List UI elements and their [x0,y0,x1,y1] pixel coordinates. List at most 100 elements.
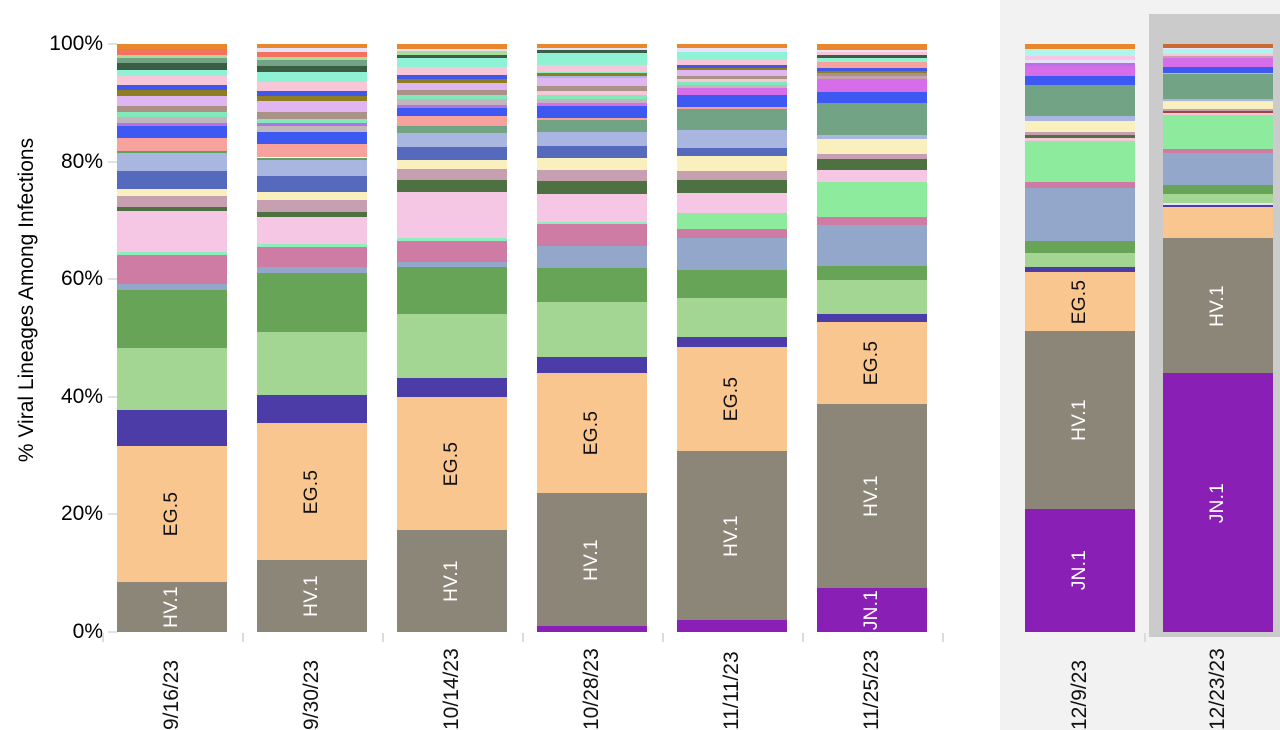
segment-hv1: HV.1 [537,493,647,627]
bar-segment [817,265,927,281]
segment-label: JN.1 [861,589,882,631]
bar-segment [537,78,647,87]
bar-segment [677,44,787,49]
bar-segment [117,95,227,106]
bar-segment [537,103,647,107]
bar-segment [1163,48,1273,50]
bar-segment [537,246,647,269]
bar-segment [537,48,647,51]
bar-segment [677,60,787,65]
bar-segment [257,56,367,61]
bar-segment [1163,193,1273,204]
bar-segment [537,75,647,79]
x-axis-label: 11/11/23 [720,651,743,730]
bar-segment [817,71,927,74]
segment-jn1: JN.1 [817,587,927,632]
y-axis-title: % Viral Lineages Among Infections [15,137,38,463]
bar-segment [397,169,507,181]
bar-segment [397,378,507,397]
bar-segment [537,145,647,159]
segment-label: EG.5 [861,340,882,385]
bar-segment [397,57,507,67]
y-tick-mark [108,278,117,281]
bar-segment [397,126,507,134]
bar-segment [1163,58,1273,67]
segment-hv1: HV.1 [677,450,787,621]
bar-segment [537,117,647,121]
bar-segment [677,238,787,271]
bar-segment [257,199,367,212]
bar-segment [257,95,367,102]
bar-segment [257,52,367,57]
bar-segment [117,90,227,96]
bar-segment [397,48,507,52]
x-axis-label: 12/23/23 [1206,648,1229,730]
bar-segment [1163,74,1273,99]
bar-segment [257,217,367,244]
bar-segment [1025,65,1135,77]
y-tick-label: 80% [60,149,103,173]
bar-segment [817,224,927,266]
bar-segment [1163,207,1273,239]
bar-segment [117,252,227,255]
bar-segment [677,298,787,337]
bar-segment [677,106,787,110]
segment-label: HV.1 [441,560,462,602]
segment-label: EG.5 [301,469,322,515]
y-tick-mark [108,395,117,398]
bar-segment [397,261,507,268]
bar-segment [1163,102,1273,109]
y-tick-mark [108,631,117,633]
bar-segment [257,132,367,144]
bar-segment [117,49,227,55]
bar-segment [817,57,927,63]
bar-segment [677,88,787,96]
bar-segment [537,91,647,96]
bar-segment [397,267,507,315]
bar-segment [817,44,927,50]
y-tick-label: 40% [60,384,103,408]
segment-hv1: HV.1 [1163,238,1273,374]
bar-segment [1025,141,1135,183]
bar-segment [117,125,227,138]
segment-eg5: EG.5 [537,373,647,494]
segment-label: HV.1 [721,514,742,557]
segment-eg5: EG.5 [817,321,927,404]
bar-segment [397,54,507,58]
segment-label: HV.1 [1207,284,1228,327]
bar-segment [397,180,507,193]
segment-hv1: HV.1 [1025,330,1135,509]
bar-segment [257,44,367,49]
bar-segment [1025,44,1135,50]
x-axis-label: 11/25/23 [860,649,883,730]
bar-segment [1163,108,1273,112]
bar-segment [1025,138,1135,142]
bar-segment [1025,63,1135,66]
bar-segment [257,143,367,158]
bar-segment [257,243,367,247]
bar-segment [1025,188,1135,241]
bar-segment [397,75,507,79]
bar-segment [257,246,367,268]
stacked-bar: HV.1 EG.5 [117,0,227,730]
bar-segment [677,171,787,181]
y-tick-mark [108,160,117,163]
bar-segment [397,99,507,106]
segment-jn1: JN.1 [1025,508,1135,632]
bar-segment [257,118,367,124]
bar-segment [397,238,507,241]
bar-segment [817,73,927,77]
segment-eg5: EG.5 [677,347,787,451]
bar-segment [117,137,227,152]
bar-segment [257,65,367,72]
bar-segment [677,229,787,239]
bar-segment [817,134,927,139]
bar-segment [537,626,647,632]
bar-segment [817,49,927,53]
bar-segment [1163,44,1273,49]
bar-segment [817,76,927,80]
bar-segment [677,270,787,299]
bar-segment [537,73,647,76]
bar-segment [117,69,227,76]
stacked-bar: JN.1 HV.1 EG.5 [1025,0,1135,730]
